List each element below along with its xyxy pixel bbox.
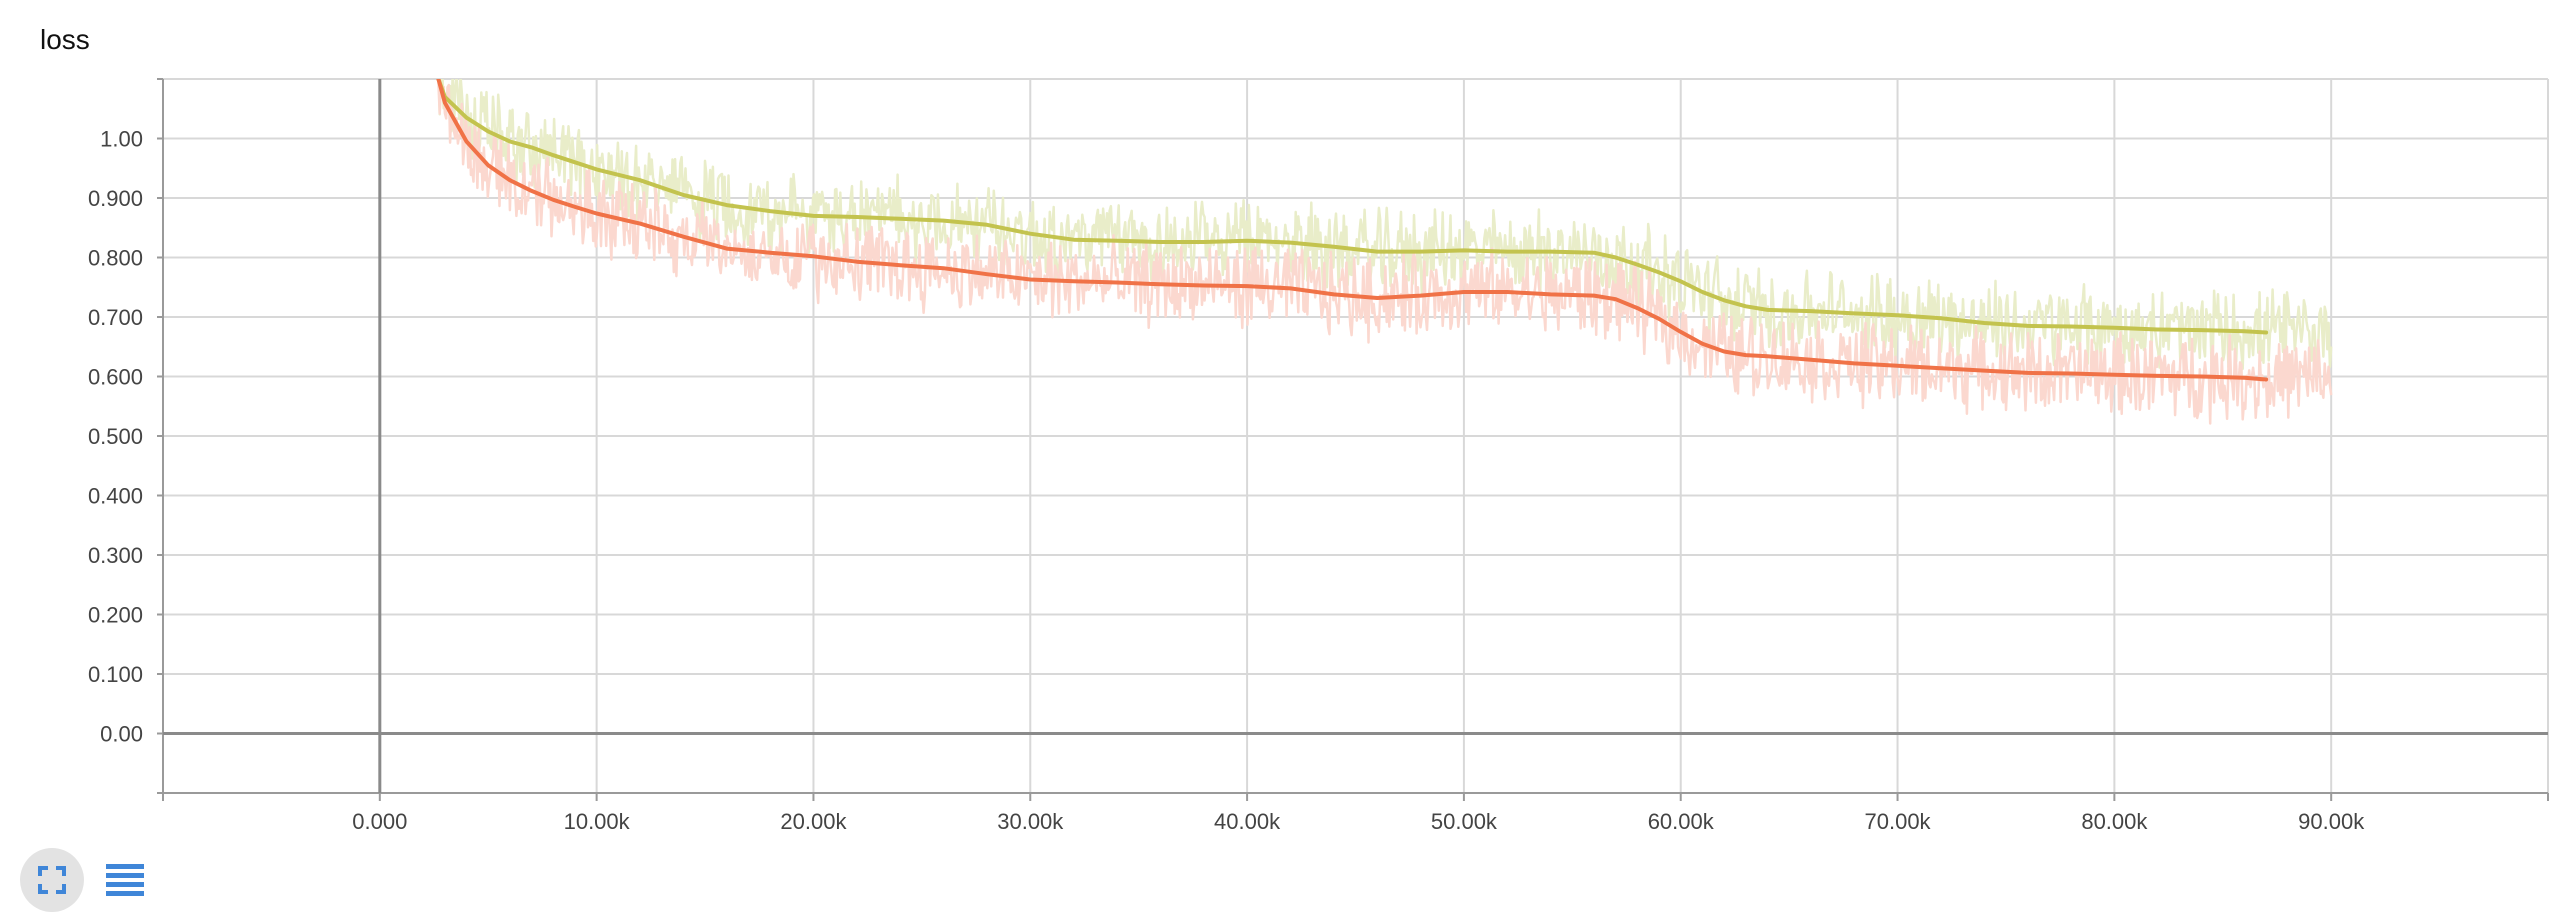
x-tick-label: 40.00k (1214, 809, 1281, 834)
x-tick-label: 50.00k (1431, 809, 1498, 834)
x-tick-label: 0.000 (352, 809, 407, 834)
x-tick-label: 80.00k (2081, 809, 2148, 834)
fullscreen-icon (38, 866, 66, 894)
expand-chart-button[interactable] (20, 848, 84, 912)
chart-title: loss (40, 24, 90, 55)
series-line-1 (436, 79, 2269, 335)
raw-series-layer (437, 79, 2333, 425)
y-tick-label: 0.700 (88, 305, 143, 330)
y-tick-label: 1.00 (100, 127, 143, 152)
y-tick-label: 0.00 (100, 722, 143, 747)
toggle-data-button[interactable] (104, 858, 148, 902)
smoothed-series-layer (436, 79, 2269, 382)
x-tick-label: 10.00k (564, 809, 631, 834)
x-tick-label: 20.00k (780, 809, 847, 834)
series-line-2 (436, 79, 2269, 382)
x-tick-label: 70.00k (1865, 809, 1932, 834)
y-tick-label: 0.100 (88, 662, 143, 687)
raw-series-line (437, 79, 2333, 371)
y-tick-label: 0.800 (88, 246, 143, 271)
x-tick-label: 30.00k (997, 809, 1064, 834)
tick-labels: 0.00 0.100 0.200 0.300 0.400 0.500 0.600 0.700 0… (88, 127, 2365, 835)
x-tick-label: 90.00k (2298, 809, 2365, 834)
y-tick-label: 0.300 (88, 543, 143, 568)
y-tick-label: 0.600 (88, 365, 143, 390)
x-tick-label: 60.00k (1648, 809, 1715, 834)
y-tick-label: 0.400 (88, 484, 143, 509)
list-icon (106, 864, 144, 896)
y-tick-label: 0.200 (88, 603, 143, 628)
axes (157, 78, 2549, 801)
y-tick-label: 0.500 (88, 424, 143, 449)
y-tick-label: 0.900 (88, 186, 143, 211)
